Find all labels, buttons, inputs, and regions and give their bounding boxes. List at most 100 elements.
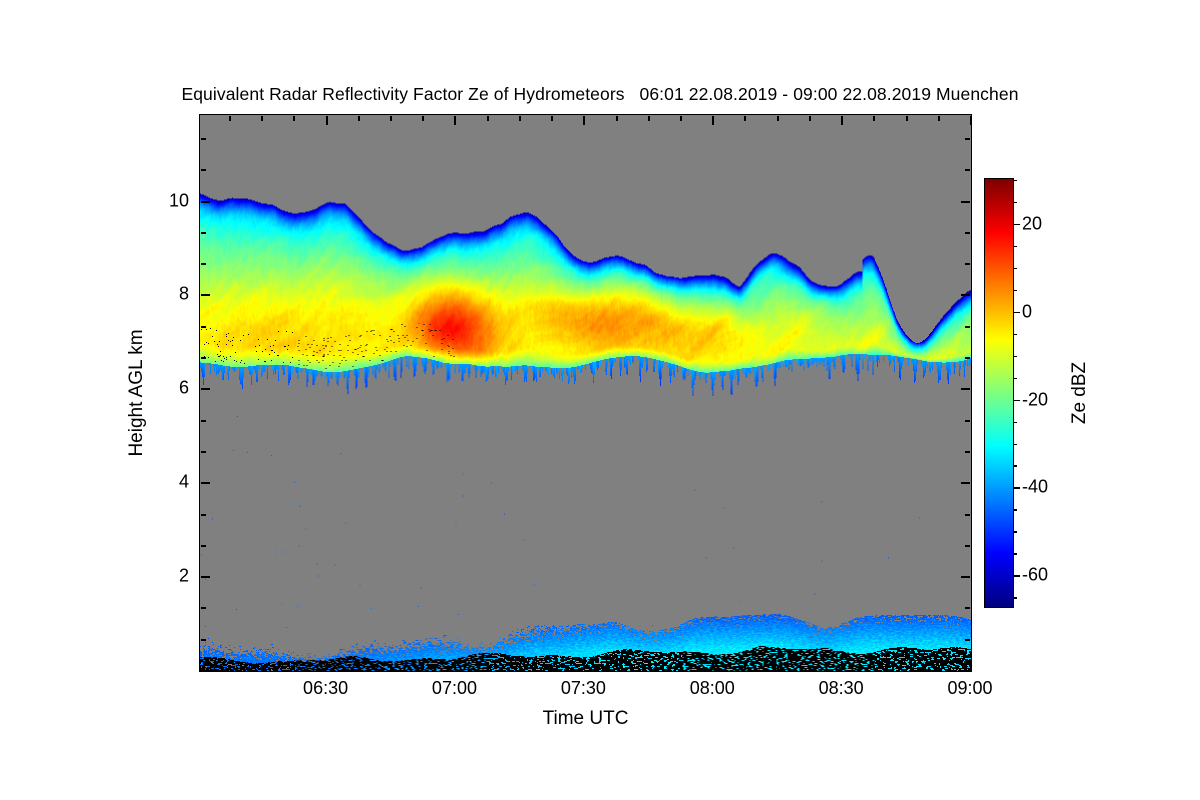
colorbar[interactable]	[984, 178, 1014, 608]
x-minor-tick	[358, 116, 360, 121]
x-minor-tick-bottom	[358, 665, 360, 670]
colorbar-minor-tick	[1013, 553, 1017, 555]
x-major-tick	[454, 116, 456, 125]
y-minor-tick-right	[965, 607, 970, 609]
x-minor-tick	[809, 116, 811, 121]
x-major-tick-bottom	[841, 661, 843, 670]
y-major-tick-right	[961, 294, 970, 296]
colorbar-minor-tick	[1013, 289, 1017, 292]
x-major-tick	[970, 116, 972, 125]
x-minor-tick	[873, 116, 875, 121]
x-tick-label: 07:00	[431, 678, 477, 698]
y-minor-tick	[201, 232, 206, 234]
x-minor-tick	[648, 116, 650, 121]
colorbar-major-tick	[1013, 223, 1020, 226]
y-minor-tick-right	[965, 232, 970, 234]
colorbar-gradient	[985, 179, 1013, 607]
colorbar-tick-label: 20	[1022, 213, 1043, 234]
x-minor-tick	[519, 116, 521, 121]
y-minor-tick	[201, 138, 206, 140]
colorbar-minor-tick	[1013, 180, 1017, 182]
y-tick-label: 4	[178, 471, 189, 492]
y-major-tick	[201, 294, 210, 296]
x-minor-tick	[293, 116, 295, 121]
y-minor-tick-right	[965, 670, 970, 672]
x-minor-tick-bottom	[422, 665, 424, 670]
y-tick-label: 8	[178, 283, 189, 304]
x-minor-tick-bottom	[487, 665, 489, 670]
x-minor-tick-bottom	[551, 665, 553, 670]
x-minor-tick	[744, 116, 746, 121]
y-minor-tick	[201, 514, 206, 516]
x-major-tick	[326, 116, 328, 125]
x-tick-label: 09:00	[947, 678, 993, 698]
reflectivity-heatmap	[200, 115, 971, 671]
y-major-tick	[201, 482, 210, 484]
x-minor-tick-bottom	[809, 665, 811, 670]
colorbar-minor-tick	[1013, 267, 1017, 270]
y-major-tick-right	[961, 388, 970, 390]
x-minor-tick-bottom	[938, 665, 940, 670]
x-minor-tick-bottom	[648, 665, 650, 670]
x-minor-tick	[938, 116, 940, 121]
x-minor-tick	[680, 116, 682, 121]
x-major-tick-bottom	[326, 661, 328, 670]
y-minor-tick-right	[965, 357, 970, 359]
colorbar-minor-tick	[1013, 377, 1017, 380]
x-tick-label: 07:30	[560, 678, 606, 698]
x-minor-tick-bottom	[873, 665, 875, 670]
x-minor-tick-bottom	[906, 665, 908, 670]
x-tick-label: 08:00	[689, 678, 735, 698]
y-minor-tick	[201, 670, 206, 672]
y-major-tick	[201, 388, 210, 390]
x-minor-tick-bottom	[616, 665, 618, 670]
colorbar-tick-label: -40	[1022, 476, 1049, 497]
colorbar-title: Ze dBZ	[1069, 361, 1090, 425]
y-minor-tick	[201, 451, 206, 453]
x-minor-tick	[777, 116, 779, 121]
x-minor-tick	[261, 116, 263, 121]
x-minor-tick-bottom	[229, 665, 231, 670]
x-major-tick-bottom	[454, 661, 456, 670]
y-tick-label: 10	[168, 190, 189, 210]
x-major-tick	[841, 116, 843, 125]
x-major-tick-bottom	[583, 661, 585, 670]
y-minor-tick-right	[965, 138, 970, 140]
x-minor-tick-bottom	[680, 665, 682, 670]
x-minor-tick	[422, 116, 424, 121]
colorbar-major-tick	[1013, 575, 1020, 577]
y-tick-label: 6	[178, 377, 189, 398]
y-minor-tick-right	[965, 451, 970, 453]
heatmap-canvas-wrapper	[200, 115, 971, 671]
y-minor-tick-right	[965, 263, 970, 265]
x-minor-tick	[551, 116, 553, 121]
colorbar-major-tick	[1013, 487, 1020, 489]
y-minor-tick-right	[965, 545, 970, 547]
y-axis-title: Height AGL km	[126, 329, 147, 457]
x-minor-tick-bottom	[261, 665, 263, 670]
colorbar-minor-tick	[1013, 421, 1017, 423]
x-major-tick-bottom	[712, 661, 714, 670]
x-major-tick-bottom	[970, 661, 972, 670]
y-minor-tick-right	[965, 639, 970, 641]
x-axis-title: Time UTC	[542, 708, 629, 729]
chart-title: Equivalent Radar Reflectivity Factor Ze …	[181, 84, 1019, 104]
y-minor-tick-right	[965, 514, 970, 516]
y-minor-tick	[201, 545, 206, 547]
x-minor-tick	[906, 116, 908, 121]
y-minor-tick	[201, 607, 206, 609]
colorbar-tick-label: 0	[1022, 301, 1033, 322]
y-minor-tick-right	[965, 169, 970, 171]
plot-area[interactable]	[199, 114, 972, 672]
y-minor-tick	[201, 420, 206, 422]
x-minor-tick	[616, 116, 618, 121]
colorbar-major-tick	[1013, 311, 1020, 314]
y-major-tick-right	[961, 482, 970, 484]
colorbar-minor-tick	[1013, 443, 1017, 445]
x-minor-tick	[229, 116, 231, 121]
y-major-tick	[201, 576, 210, 578]
x-tick-label: 06:30	[303, 678, 349, 698]
colorbar-major-tick	[1013, 399, 1020, 401]
x-minor-tick-bottom	[777, 665, 779, 670]
